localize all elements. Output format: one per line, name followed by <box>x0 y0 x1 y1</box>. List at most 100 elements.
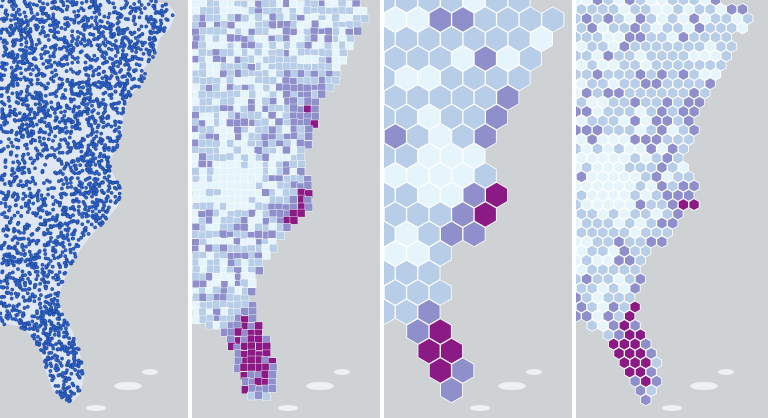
hexbin-cell <box>683 95 695 109</box>
location-point <box>22 10 27 15</box>
location-point <box>33 102 38 107</box>
location-point <box>72 232 76 237</box>
location-point <box>0 100 4 104</box>
hexbin-cell <box>440 220 463 248</box>
location-point <box>72 92 77 97</box>
location-point <box>77 85 82 90</box>
hexbin-cell <box>651 77 662 91</box>
county-polygon <box>240 181 249 191</box>
location-point <box>106 155 111 160</box>
location-point <box>65 393 70 398</box>
hexbin-cell <box>613 254 625 267</box>
location-point <box>62 318 67 323</box>
hexbin-cell <box>634 254 646 267</box>
location-point <box>56 384 61 388</box>
location-point <box>17 237 22 241</box>
county-polygon <box>198 69 207 78</box>
location-point <box>7 137 11 141</box>
location-point <box>144 14 149 19</box>
location-point <box>56 262 61 266</box>
location-point <box>10 254 15 259</box>
location-point <box>5 120 9 125</box>
location-point <box>109 86 113 91</box>
location-point <box>20 171 25 175</box>
location-point <box>164 8 169 12</box>
hexbin-cell <box>645 161 657 174</box>
county-polygon <box>302 84 312 93</box>
location-point <box>68 341 72 346</box>
location-point <box>22 299 27 303</box>
location-point <box>50 6 54 11</box>
location-point <box>2 44 7 49</box>
location-point <box>139 68 144 73</box>
location-point <box>20 242 25 247</box>
hexbin-cell <box>624 291 636 304</box>
location-point <box>137 63 142 68</box>
hexbin-cell <box>485 25 508 53</box>
location-point <box>99 223 103 227</box>
location-point <box>45 218 49 223</box>
location-point <box>45 227 50 232</box>
location-point <box>102 102 107 106</box>
location-point <box>26 167 31 172</box>
county-polygon <box>192 272 201 281</box>
location-point <box>80 168 85 173</box>
location-point <box>92 136 96 141</box>
hexbin-cell <box>581 179 593 193</box>
location-point <box>127 66 132 70</box>
hexbin-layer <box>576 0 754 407</box>
location-point <box>14 248 19 253</box>
location-point <box>101 97 106 102</box>
location-point <box>65 368 69 373</box>
hexbin-cell <box>618 263 630 277</box>
location-point <box>36 226 41 231</box>
location-point <box>51 253 56 258</box>
location-point <box>64 57 69 62</box>
location-point <box>123 17 128 21</box>
hexbin-cell <box>618 114 630 128</box>
location-point <box>25 291 30 296</box>
location-point <box>54 368 59 373</box>
location-point <box>35 273 40 278</box>
location-point <box>137 27 141 32</box>
location-point <box>23 143 27 148</box>
location-point <box>67 336 72 341</box>
location-point <box>23 117 28 122</box>
county-polygon <box>254 223 263 232</box>
location-point <box>84 22 89 27</box>
location-point <box>53 60 57 65</box>
location-point <box>100 180 105 185</box>
location-point <box>71 236 76 241</box>
location-point <box>101 70 106 74</box>
hexbin-cell <box>704 2 716 16</box>
location-point <box>88 83 92 88</box>
county-polygon <box>289 13 298 22</box>
hexbin-cell <box>651 207 662 221</box>
location-point <box>34 193 39 198</box>
hexbin-cell <box>677 142 689 156</box>
county-polygon <box>339 48 348 58</box>
location-point <box>46 280 51 285</box>
location-point <box>65 129 70 134</box>
county-polygon <box>248 152 257 162</box>
location-point <box>93 225 97 230</box>
county-polygon <box>304 54 313 64</box>
location-point <box>7 258 12 263</box>
location-point <box>48 225 53 230</box>
location-point <box>64 39 69 43</box>
location-point <box>42 309 47 314</box>
location-point <box>63 248 68 253</box>
hexbin-large-panel <box>384 0 572 418</box>
location-point <box>113 60 117 65</box>
hexbin-cell <box>613 30 625 44</box>
location-point <box>76 209 81 213</box>
hexbin-cell <box>591 86 604 100</box>
location-point <box>12 107 17 112</box>
location-point <box>66 23 71 27</box>
hexbin-cell <box>629 374 641 388</box>
location-point <box>57 142 62 147</box>
hexbin-cell <box>688 86 700 100</box>
location-point <box>97 26 101 30</box>
hexbin-cell <box>710 68 722 81</box>
county-polygon <box>226 75 235 85</box>
